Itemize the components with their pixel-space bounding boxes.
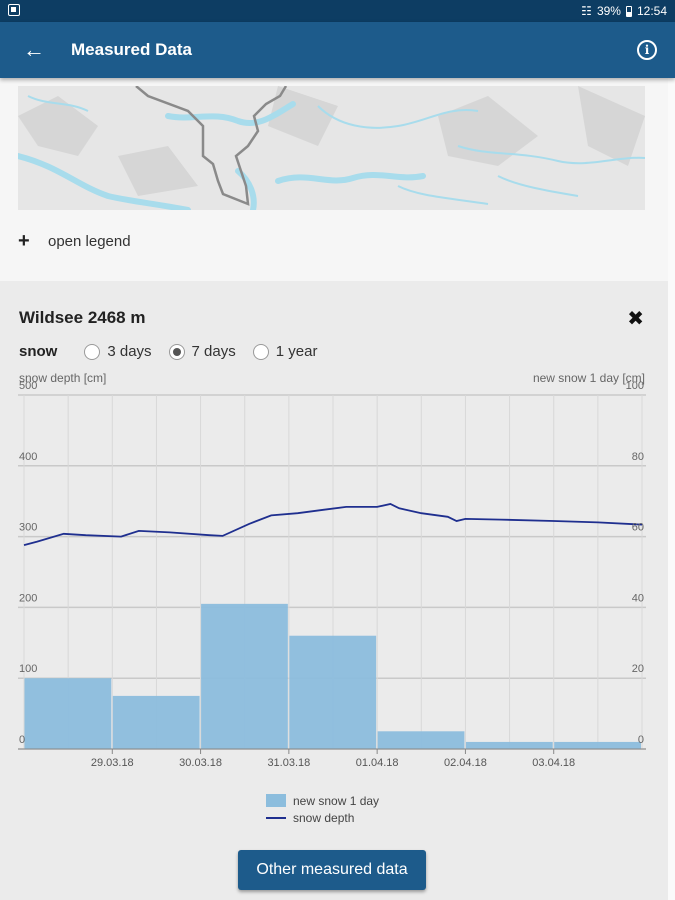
- right-tick-label: 60: [632, 522, 644, 534]
- relief-map: [18, 86, 645, 210]
- status-bar: ☷ 39% 12:54: [0, 0, 675, 22]
- legend-item-bar: new snow 1 day: [266, 792, 379, 809]
- radio-7-days[interactable]: 7 days: [168, 343, 236, 360]
- radio-label: 3 days: [107, 343, 152, 360]
- left-tick-label: 0: [19, 734, 25, 746]
- bar-new-snow: [465, 741, 553, 749]
- station-panel: Wildsee 2468 m ✖ snow 3 days 7 days 1 ye…: [0, 281, 668, 900]
- arrow-left-icon: ←: [23, 37, 45, 62]
- map-card: + open legend: [0, 78, 668, 281]
- chart-legend: new snow 1 day snow depth: [266, 792, 379, 826]
- other-measured-data-button[interactable]: Other measured data: [238, 850, 426, 890]
- radio-3-days[interactable]: 3 days: [84, 343, 152, 360]
- open-legend-label: open legend: [48, 233, 131, 250]
- radio-circle-icon: [84, 343, 101, 360]
- range-selector: snow 3 days 7 days 1 year: [19, 343, 334, 360]
- line-snow-depth: [23, 503, 643, 546]
- close-icon[interactable]: ✖: [627, 308, 644, 330]
- x-tick-label: 29.03.18: [91, 757, 134, 769]
- open-legend-toggle[interactable]: + open legend: [18, 230, 131, 253]
- parameter-label: snow: [19, 343, 58, 360]
- snow-chart: 0 100 200 300 400 500 0 20 40 60 80 100 29.03.18 30.0…: [18, 381, 646, 769]
- line-swatch-icon: [266, 816, 286, 819]
- left-tick-label: 500: [19, 381, 37, 392]
- back-button[interactable]: ←: [20, 36, 48, 64]
- radio-label: 1 year: [275, 343, 318, 360]
- radio-selected-icon: [168, 343, 185, 360]
- bar-new-snow: [24, 678, 112, 749]
- right-axis-title: new snow 1 day [cm]: [532, 371, 645, 385]
- page-title: Measured Data: [71, 40, 192, 59]
- x-tick-label: 01.04.18: [356, 757, 399, 769]
- scroll-track: [668, 78, 675, 900]
- vibrate-icon: ☷: [581, 4, 592, 18]
- right-tick-label: 0: [638, 734, 644, 746]
- app-bar: ← Measured Data i: [0, 22, 675, 78]
- bar-new-snow: [377, 731, 465, 749]
- radio-circle-icon: [252, 343, 269, 360]
- legend-label: snow depth: [293, 810, 355, 825]
- x-tick-label: 30.03.18: [179, 757, 222, 769]
- status-right: ☷ 39% 12:54: [581, 4, 667, 18]
- bar-new-snow: [289, 635, 377, 749]
- bar-new-snow: [112, 695, 200, 749]
- bar-new-snow: [201, 603, 288, 749]
- right-tick-label: 20: [632, 663, 644, 675]
- left-tick-label: 400: [19, 451, 37, 463]
- left-tick-label: 100: [19, 663, 37, 675]
- left-axis-title: snow depth [cm]: [19, 371, 107, 385]
- legend-label: new snow 1 day: [293, 793, 380, 808]
- legend-item-line: snow depth: [266, 809, 379, 826]
- radio-label: 7 days: [191, 343, 236, 360]
- bar-swatch-icon: [266, 794, 286, 807]
- battery-icon: [625, 5, 632, 17]
- x-tick-label: 03.04.18: [532, 757, 575, 769]
- battery-percent: 39%: [596, 4, 621, 18]
- map-view[interactable]: [18, 86, 645, 210]
- plus-icon: +: [18, 230, 30, 252]
- left-tick-label: 300: [19, 522, 37, 534]
- station-title: Wildsee 2468 m: [19, 308, 146, 327]
- radio-1-year[interactable]: 1 year: [252, 343, 318, 360]
- x-tick-label: 02.04.18: [444, 757, 487, 769]
- notification-icon: [8, 4, 20, 16]
- right-tick-label: 100: [626, 381, 644, 392]
- info-icon[interactable]: i: [637, 40, 657, 60]
- left-tick-label: 200: [19, 592, 37, 604]
- clock: 12:54: [636, 4, 667, 18]
- bar-new-snow: [554, 741, 641, 749]
- x-tick-label: 31.03.18: [267, 757, 310, 769]
- right-tick-label: 40: [632, 592, 644, 604]
- right-tick-label: 80: [632, 451, 644, 463]
